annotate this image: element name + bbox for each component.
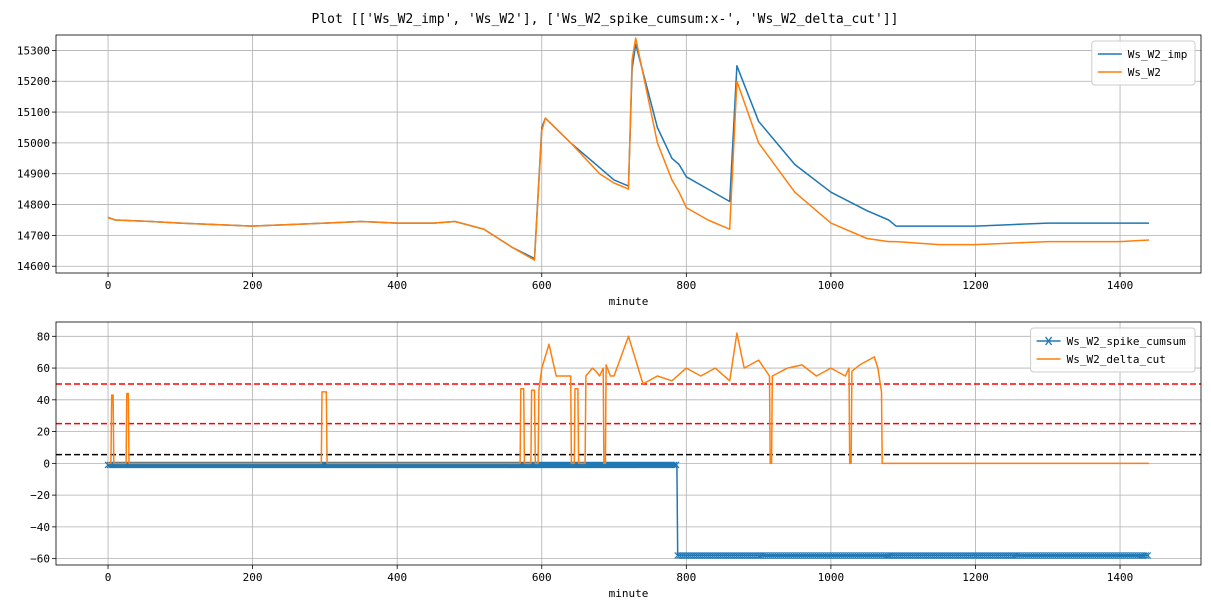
y-tick-label: 15000 (17, 137, 50, 150)
y-tick-label: −60 (30, 553, 50, 566)
x-tick-label: 800 (676, 571, 696, 584)
series-markers-Ws_W2_spike_cumsum (104, 461, 680, 469)
x-tick-label: 200 (243, 571, 263, 584)
x-tick-label: 400 (387, 571, 407, 584)
series-markers-Ws_W2_spike_cumsum (674, 552, 1152, 559)
x-axis-label: minute (609, 295, 649, 308)
x-tick-label: 600 (532, 571, 552, 584)
legend-label: Ws_W2 (1128, 66, 1161, 79)
y-tick-label: 14800 (17, 199, 50, 212)
y-tick-label: 14700 (17, 229, 50, 242)
legend-box (1030, 327, 1196, 373)
series-line-Ws_W2_delta_cut (108, 332, 1149, 465)
plot-area (56, 332, 1201, 559)
x-tick-label: 800 (676, 279, 696, 292)
y-tick-label: 15200 (17, 75, 50, 88)
legend-label: Ws_W2_imp (1128, 48, 1188, 61)
series-line-Ws_W2 (107, 37, 1150, 261)
x-tick-label: 1000 (818, 279, 845, 292)
legend-label: Ws_W2_spike_cumsum (1067, 335, 1187, 348)
y-tick-label: 40 (37, 394, 50, 407)
y-tick-label: −40 (30, 521, 50, 534)
x-tick-label: 1400 (1107, 571, 1134, 584)
x-tick-label: 1400 (1107, 279, 1134, 292)
legend: Ws_W2_imp Ws_W2 (1091, 40, 1196, 86)
y-tick-label: 60 (37, 362, 50, 375)
grid (56, 35, 1201, 273)
series-line-Ws_W2_spike_cumsum (108, 464, 1149, 557)
x-tick-label: 600 (532, 279, 552, 292)
axes-frame (55, 321, 1202, 566)
x-axis-label: minute (609, 587, 649, 600)
axes-frame (55, 34, 1202, 274)
y-tick-label: −20 (30, 489, 50, 502)
x-tick-label: 1000 (818, 571, 845, 584)
y-tick-label: 80 (37, 330, 50, 343)
legend: Ws_W2_spike_cumsum Ws_W2_delta_cut (1030, 327, 1196, 373)
y-tick-label: 14600 (17, 260, 50, 273)
legend-label: Ws_W2_delta_cut (1067, 353, 1166, 366)
y-tick-label: 15100 (17, 106, 50, 119)
y-tick-label: 20 (37, 426, 50, 439)
y-tick-label: 14900 (17, 168, 50, 181)
legend-box (1091, 40, 1196, 86)
top-subplot: 0 200 400 600 800 1000 1200 1400 14600 14700 14800… (17, 34, 1202, 308)
figure-title: Plot [['Ws_W2_imp', 'Ws_W2'], ['Ws_W2_sp… (312, 12, 899, 27)
x-tick-label: 200 (243, 279, 263, 292)
legend-marker (1045, 336, 1053, 346)
y-tick-label: 0 (43, 457, 50, 470)
x-tick-label: 1200 (962, 571, 989, 584)
x-tick-label: 0 (105, 571, 112, 584)
plot-area (107, 37, 1150, 261)
x-tick-label: 400 (387, 279, 407, 292)
grid (56, 322, 1201, 565)
y-tick-label: 15300 (17, 44, 50, 57)
bottom-subplot: 0 200 400 600 800 1000 1200 1400 −60 −40 −20 0 20 40 6… (30, 321, 1202, 600)
x-tick-label: 1200 (962, 279, 989, 292)
x-tick-label: 0 (105, 279, 112, 292)
